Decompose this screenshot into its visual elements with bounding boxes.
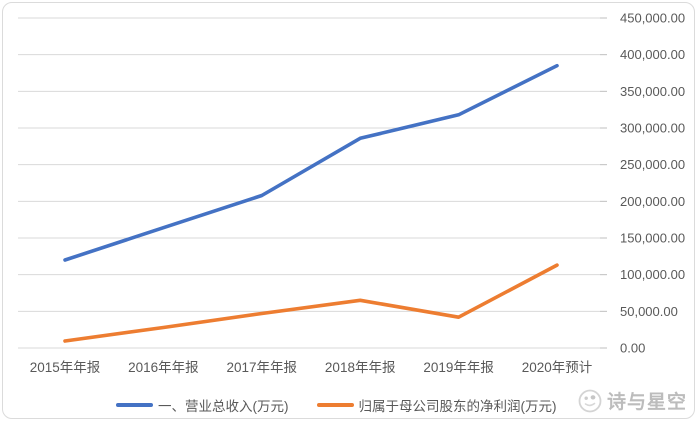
series-line-1 (63, 263, 559, 343)
y-axis-label: 400,000.00 (620, 47, 685, 62)
panda-face-logo-icon (578, 389, 602, 412)
y-axis-label: 350,000.00 (620, 84, 685, 99)
x-axis-label: 2019年年报 (423, 360, 494, 375)
legend: 一、营业总收入(万元) 归属于母公司股东的净利润(万元) (116, 395, 557, 415)
y-axis-label: 50,000.00 (620, 304, 678, 319)
net-profit-line-swatch (316, 403, 354, 407)
legend-item-net-profit: 归属于母公司股东的净利润(万元) (316, 395, 557, 415)
y-axis-label: 250,000.00 (620, 157, 685, 172)
x-axis-label: 2016年年报 (128, 360, 199, 375)
series-line-0 (63, 63, 559, 262)
y-axis-label: 200,000.00 (620, 194, 685, 209)
y-axis-label: 450,000.00 (620, 11, 685, 26)
revenue-line-swatch (116, 403, 153, 407)
legend-item-revenue: 一、营业总收入(万元) (116, 395, 289, 415)
watermark-text: 诗与星空 (607, 392, 688, 413)
y-axis-label: 0.00 (620, 341, 645, 356)
y-axis-label: 300,000.00 (620, 121, 685, 136)
legend-label-revenue: 一、营业总收入(万元) (158, 399, 289, 414)
x-axis-label: 2017年年报 (227, 360, 298, 375)
x-axis-label: 2020年预计 (522, 360, 593, 375)
y-axis-label: 100,000.00 (620, 267, 685, 282)
x-axis-label: 2018年年报 (325, 360, 396, 375)
watermark: 诗与星空 (577, 387, 687, 414)
chart-card (2, 2, 695, 419)
x-axis-label: 2015年年报 (30, 360, 101, 375)
legend-label-net-profit: 归属于母公司股东的净利润(万元) (358, 399, 557, 414)
y-axis-label: 150,000.00 (620, 231, 685, 246)
